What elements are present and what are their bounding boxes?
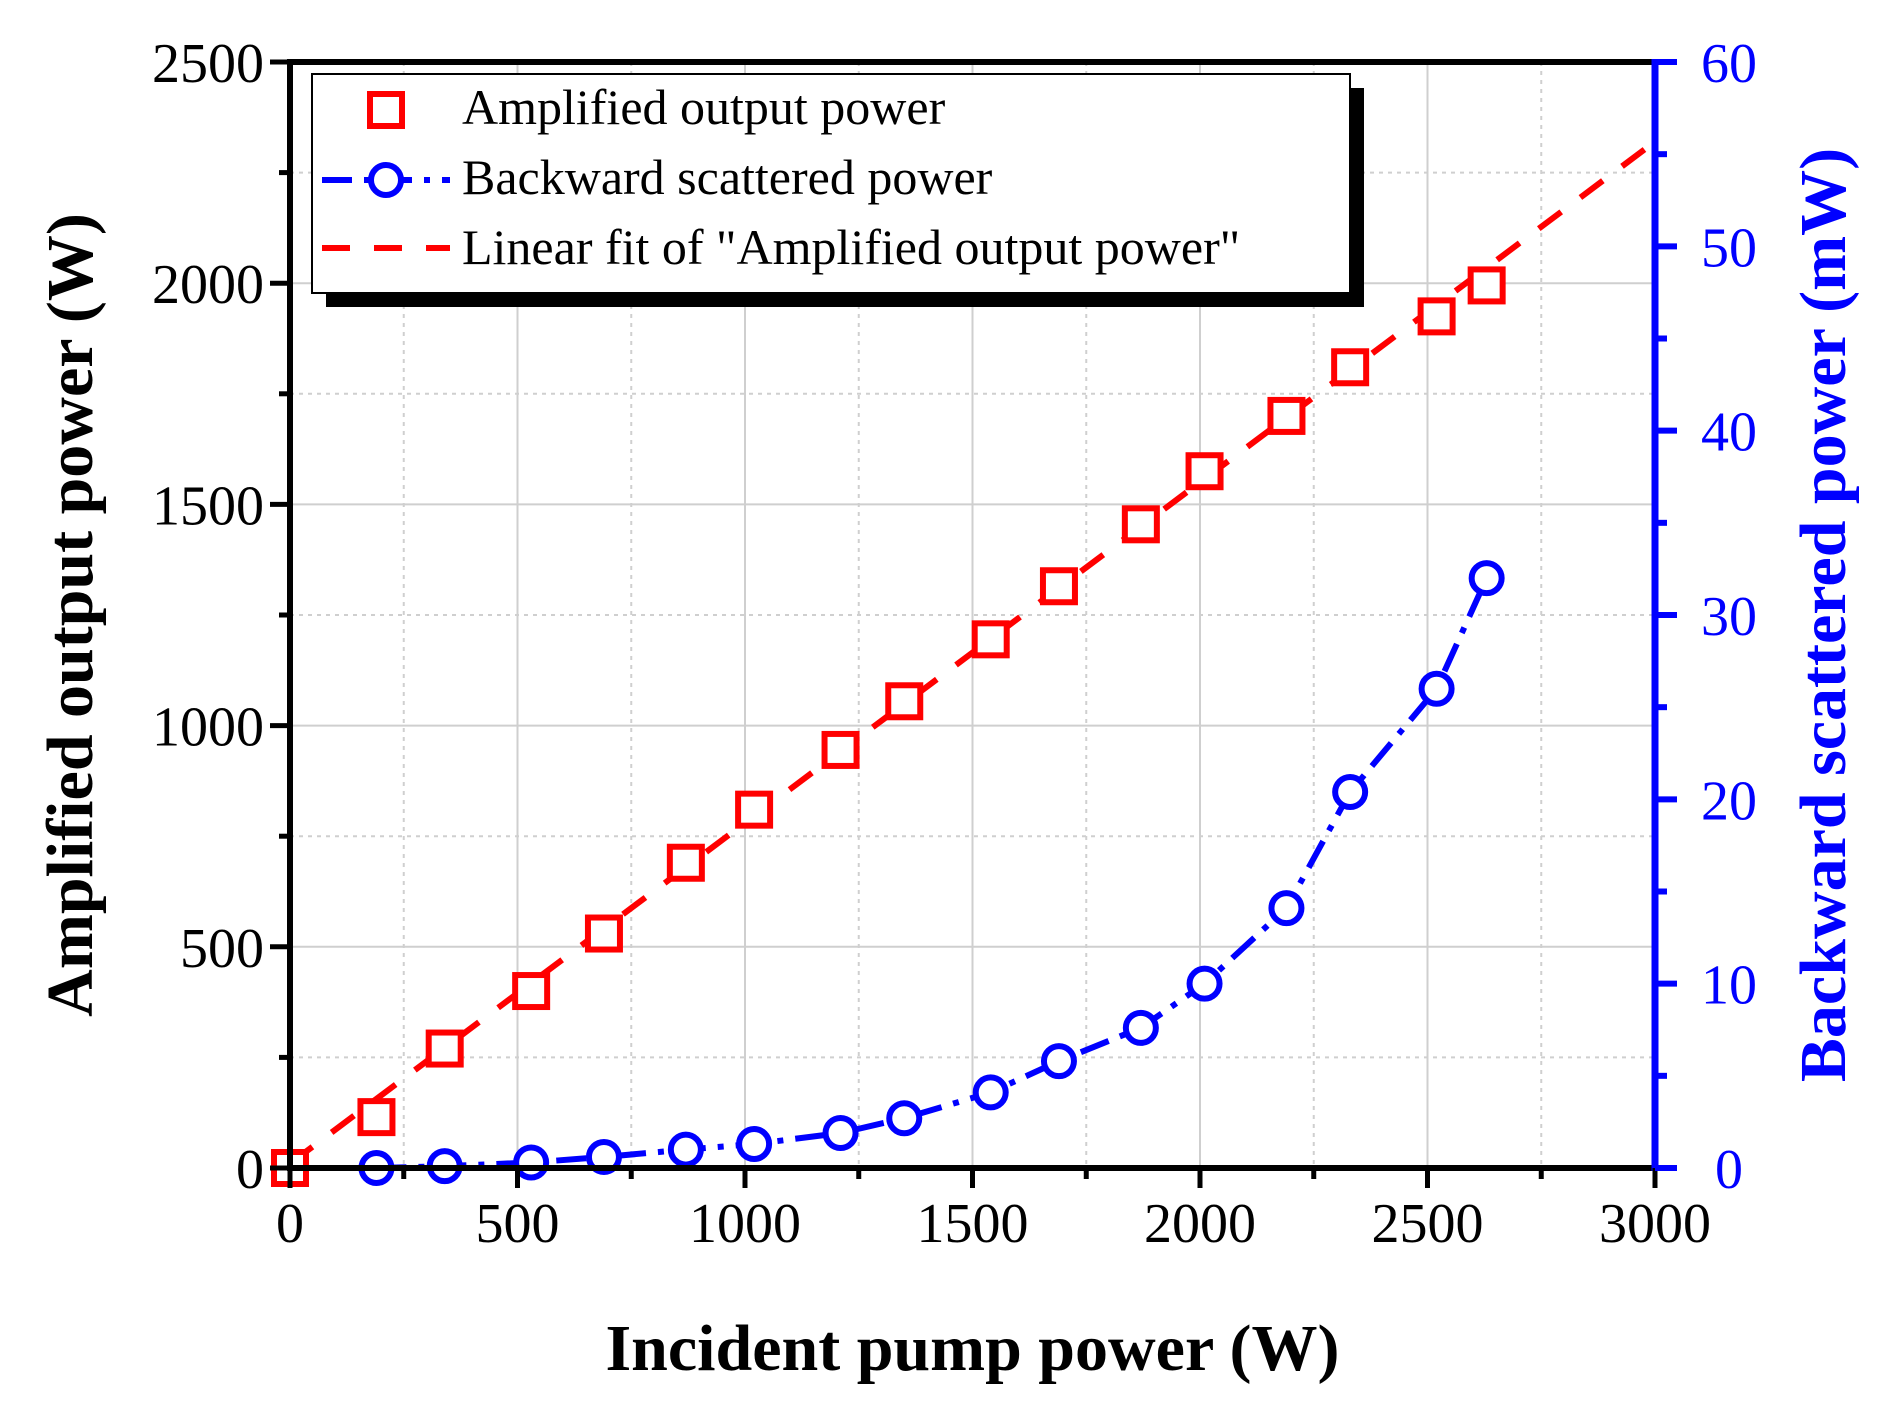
amplified-output-point: [821, 730, 860, 769]
backward-scattered-line: [376, 576, 1490, 1171]
amplified-output-point: [885, 682, 924, 721]
backward-scattered-point: [822, 1114, 859, 1151]
backward-scattered-point: [1268, 890, 1305, 927]
amplified-output-point: [1185, 452, 1224, 491]
y-tick-label: 1000: [152, 697, 264, 759]
y-tick-label: 1500: [152, 475, 264, 537]
backward-scattered-point: [1468, 560, 1505, 597]
y2-tick-label: 20: [1701, 770, 1757, 832]
backward-scattered-point: [667, 1131, 704, 1168]
amplified-output-point: [1267, 396, 1306, 435]
y-tick-label: 2000: [152, 254, 264, 316]
backward-scattered-point: [886, 1100, 923, 1137]
y-tick-label: 500: [180, 918, 264, 980]
y-axis-title: Amplified output power (W): [34, 213, 107, 1017]
amplified-output-point: [666, 843, 705, 882]
backward-scattered-point: [972, 1074, 1009, 1111]
amplified-output-series: [271, 266, 1506, 1187]
y2-tick-labels: 0 10 20 30 40 50 60: [1701, 33, 1757, 1201]
backward-scattered-point: [736, 1126, 773, 1163]
x-tick-labels: 0 500 1000 1500 2000 2500 3000: [276, 1193, 1711, 1255]
backward-scattered-point: [1040, 1043, 1077, 1080]
y2-tick-label: 60: [1701, 33, 1757, 95]
y2-tick-label: 40: [1701, 402, 1757, 464]
y2-tick-label: 0: [1715, 1139, 1743, 1201]
amplified-output-point: [512, 972, 551, 1011]
y2-tick-label: 10: [1701, 955, 1757, 1017]
legend-square-marker: [367, 91, 405, 129]
amplified-output-point: [1467, 266, 1506, 305]
backward-scattered-point: [1332, 773, 1369, 810]
backward-scattered-point: [513, 1144, 550, 1181]
backward-scattered-point: [1186, 965, 1223, 1002]
legend-label: Amplified output power: [462, 79, 946, 135]
legend-box: [311, 73, 1351, 294]
backward-scattered-series: [358, 560, 1505, 1186]
x-tick-label: 2000: [1144, 1193, 1256, 1255]
x-axis-title: Incident pump power (W): [605, 1312, 1339, 1385]
legend-label: Backward scattered power: [462, 149, 993, 205]
y-tick-label: 2500: [152, 33, 264, 95]
amplified-output-point: [425, 1029, 464, 1068]
x-tick-label: 1000: [689, 1193, 801, 1255]
amplified-output-point: [584, 914, 623, 953]
backward-scattered-point: [1418, 670, 1455, 707]
amplified-output-point: [357, 1098, 396, 1137]
legend: Amplified output power Backward scattered…: [311, 73, 1364, 307]
x-tick-label: 500: [476, 1193, 560, 1255]
backward-scattered-point: [1122, 1009, 1159, 1046]
x-tick-label: 1500: [917, 1193, 1029, 1255]
amplified-output-point: [971, 620, 1010, 659]
y2-tick-label: 50: [1701, 217, 1757, 279]
ticks: [270, 59, 1677, 1188]
legend-entries: Amplified output power Backward scattered…: [322, 79, 1240, 275]
amplified-output-point: [735, 790, 774, 829]
amplified-output-point: [1417, 297, 1456, 336]
y-tick-label: 0: [236, 1139, 264, 1201]
y2-tick-label: 30: [1701, 586, 1757, 648]
legend-circle-marker: [368, 162, 404, 198]
legend-label: Linear fit of "Amplified output power": [462, 219, 1240, 275]
x-tick-label: 0: [276, 1193, 304, 1255]
x-tick-label: 2500: [1372, 1193, 1484, 1255]
amplified-output-point: [1331, 348, 1370, 387]
y2-axis-title: Backward scattered power (mW): [1787, 148, 1860, 1082]
y-tick-labels: 0 500 1000 1500 2000 2500: [152, 33, 264, 1201]
backward-scattered-point: [585, 1138, 622, 1175]
amplified-output-point: [1121, 505, 1160, 544]
grid: [290, 62, 1655, 1168]
x-tick-label: 3000: [1599, 1193, 1711, 1255]
amplified-output-point: [1039, 567, 1078, 606]
